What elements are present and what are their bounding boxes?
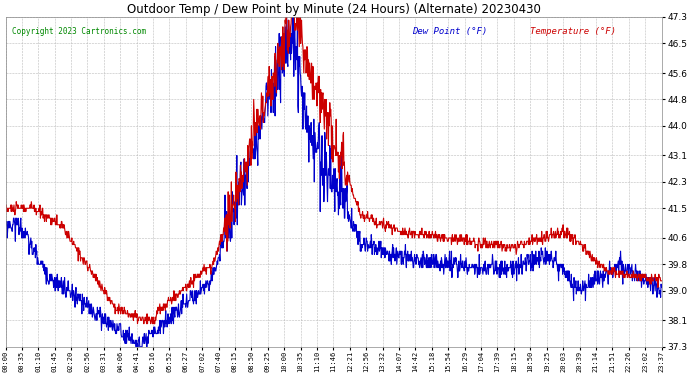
Text: Temperature (°F): Temperature (°F) (531, 27, 616, 36)
Text: Copyright 2023 Cartronics.com: Copyright 2023 Cartronics.com (12, 27, 146, 36)
Title: Outdoor Temp / Dew Point by Minute (24 Hours) (Alternate) 20230430: Outdoor Temp / Dew Point by Minute (24 H… (127, 3, 540, 16)
Text: Dew Point (°F): Dew Point (°F) (413, 27, 488, 36)
